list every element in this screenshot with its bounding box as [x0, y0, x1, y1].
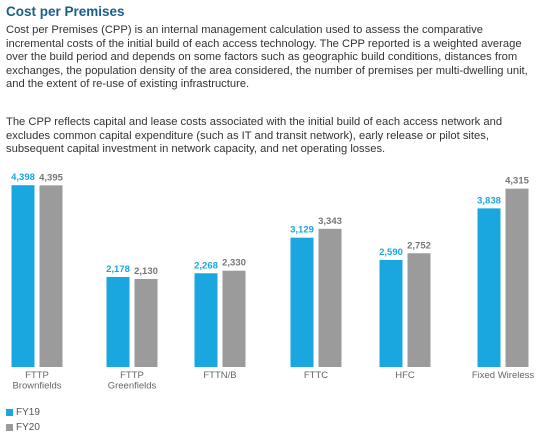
category-label-1-1: Greenfields [108, 381, 157, 392]
legend-item-fy19: FY19 [6, 407, 40, 418]
bar-fy20-4 [407, 253, 431, 367]
bar-fy20-3 [318, 228, 342, 367]
bar-fy19-5 [477, 208, 501, 367]
scope-paragraph: The CPP reflects capital and lease costs… [6, 116, 503, 156]
bar-fy20-2 [222, 270, 246, 367]
legend-swatch-fy19 [6, 409, 13, 416]
data-label-fy19-5: 3,838 [477, 195, 501, 206]
category-label-1-0: FTTP [120, 370, 144, 381]
category-label-4-0: HFC [395, 370, 415, 381]
data-label-fy19-4: 2,590 [379, 247, 403, 258]
bar-fy19-4 [379, 259, 403, 367]
category-label-0-1: Brownfields [12, 381, 61, 392]
data-label-fy19-3: 3,129 [290, 225, 314, 236]
data-label-fy20-1: 2,130 [134, 266, 158, 277]
bar-fy20-1 [134, 278, 158, 367]
bar-fy20-0 [39, 185, 63, 367]
data-label-fy20-3: 3,343 [318, 216, 342, 227]
category-label-5-0: Fixed Wireless [472, 370, 535, 381]
category-label-0-0: FTTP [25, 370, 49, 381]
legend-label-fy19: FY19 [16, 407, 40, 418]
data-label-fy20-5: 4,315 [505, 176, 529, 187]
intro-paragraph: Cost per Premises (CPP) is an internal m… [6, 24, 528, 91]
legend-item-fy20: FY20 [6, 422, 40, 433]
data-label-fy19-0: 4,398 [11, 172, 35, 183]
bar-fy20-5 [505, 188, 529, 367]
category-label-3-0: FTTC [304, 370, 328, 381]
legend-label-fy20: FY20 [16, 422, 40, 433]
data-label-fy19-1: 2,178 [106, 264, 130, 275]
data-label-fy19-2: 2,268 [194, 260, 218, 271]
category-label-2-0: FTTN/B [203, 370, 236, 381]
bar-fy19-2 [194, 273, 218, 367]
section-title: Cost per Premises [6, 4, 125, 19]
data-label-fy20-0: 4,395 [39, 172, 63, 183]
bar-fy19-0 [11, 185, 35, 367]
legend-swatch-fy20 [6, 424, 13, 431]
bar-fy19-3 [290, 237, 314, 367]
bar-fy19-1 [106, 276, 130, 367]
data-label-fy20-4: 2,752 [407, 240, 431, 251]
data-label-fy20-2: 2,330 [222, 258, 246, 269]
